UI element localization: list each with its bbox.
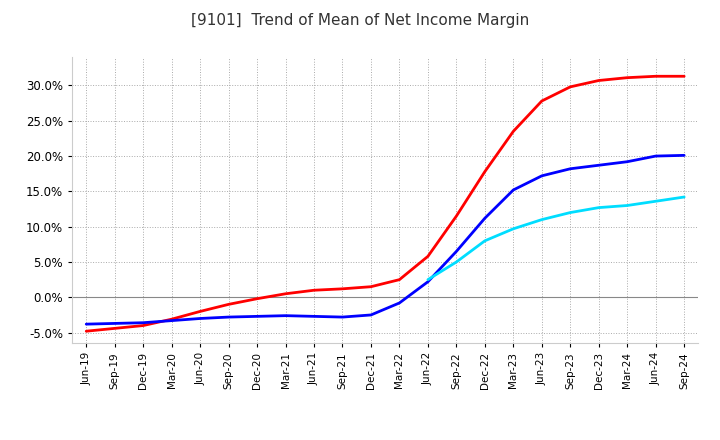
Text: [9101]  Trend of Mean of Net Income Margin: [9101] Trend of Mean of Net Income Margi… (191, 13, 529, 28)
